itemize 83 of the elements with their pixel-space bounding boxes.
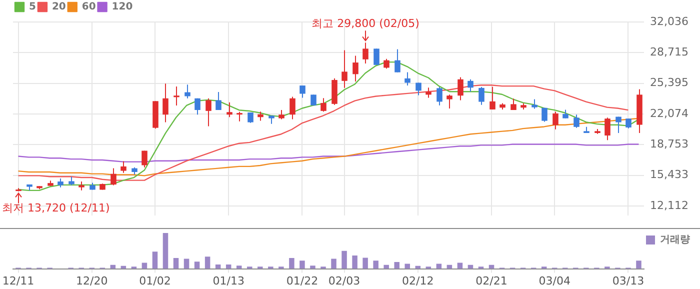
x-tick-label: 01/13 [212, 274, 244, 288]
candlestick [394, 48, 400, 73]
bar [331, 258, 336, 269]
candlestick [604, 117, 610, 141]
candlestick [404, 72, 410, 86]
candlestick [174, 86, 180, 106]
candlestick [320, 98, 326, 112]
candlestick [374, 48, 380, 66]
candlestick [290, 96, 296, 120]
candlestick [532, 98, 538, 110]
candlestick [352, 55, 358, 82]
bar [373, 260, 378, 269]
x-tick-label: 02/03 [328, 274, 360, 288]
bar [636, 260, 642, 269]
bar [384, 264, 389, 269]
x-tick-label: 02/12 [402, 274, 434, 288]
x-tick-label: 01/22 [286, 274, 318, 288]
candlestick [626, 118, 632, 129]
bar [457, 262, 463, 269]
candlestick [542, 107, 548, 122]
bar [142, 262, 148, 269]
candlestick [552, 111, 558, 130]
candlestick [216, 91, 222, 110]
candlestick [110, 168, 116, 186]
legend-label: 5 [29, 2, 36, 13]
candlestick [436, 86, 442, 106]
candlestick [120, 160, 126, 174]
x-tick-label: 12/20 [76, 274, 108, 288]
candlestick [574, 114, 580, 128]
x-tick-label: 03/04 [538, 274, 570, 288]
annotation: 최저 13,720 (12/11) [2, 202, 110, 215]
candlestick [142, 150, 148, 168]
y-tick-label: 25,395 [650, 76, 688, 90]
x-tick-label: 01/02 [139, 274, 171, 288]
y-tick-label: 15,433 [650, 168, 688, 182]
candlestick [478, 86, 484, 106]
candlestick [162, 83, 168, 123]
bar [289, 258, 294, 269]
y-tick-label: 32,036 [650, 14, 688, 28]
candlestick [342, 50, 348, 88]
x-tick-label: 03/13 [612, 274, 644, 288]
bar [362, 258, 368, 269]
candlestick [416, 82, 422, 96]
candlestick [278, 110, 284, 120]
legend-label: 20 [52, 2, 66, 13]
bar [194, 262, 200, 269]
legend-label: 거래량 [660, 234, 690, 246]
bar [173, 258, 179, 269]
legend-label: 120 [112, 2, 133, 13]
bar [404, 264, 410, 269]
candlestick [206, 98, 212, 127]
bar [204, 256, 210, 269]
bar [310, 266, 316, 269]
candlestick [490, 86, 496, 110]
candlestick [226, 102, 232, 118]
candlestick [384, 58, 390, 70]
bar [184, 258, 190, 269]
bar [352, 256, 358, 269]
candlestick [258, 111, 264, 122]
x-tick-label: 02/21 [476, 274, 508, 288]
candlestick [184, 84, 190, 99]
bar [162, 233, 168, 269]
bar [394, 262, 400, 269]
y-tick-label: 18,753 [650, 138, 688, 151]
candlestick [468, 78, 474, 92]
candlestick [300, 85, 306, 98]
annotation: 최고 29,800 (02/05) [312, 17, 420, 30]
y-tick-label: 28,715 [650, 46, 688, 59]
x-tick-label: 12/11 [2, 274, 34, 288]
candlestick [194, 98, 200, 116]
candlestick [236, 111, 242, 122]
candlestick [616, 116, 622, 134]
candlestick [446, 94, 452, 110]
candlestick [332, 78, 338, 106]
y-tick-label: 12,112 [650, 198, 688, 212]
bar [342, 250, 347, 269]
y-tick-label: 22,074 [650, 106, 688, 120]
bar [300, 260, 305, 269]
candlestick [310, 94, 316, 106]
legend-label: 60 [82, 2, 96, 13]
candlestick [458, 76, 464, 101]
candlestick [426, 87, 432, 98]
bar [152, 252, 158, 269]
